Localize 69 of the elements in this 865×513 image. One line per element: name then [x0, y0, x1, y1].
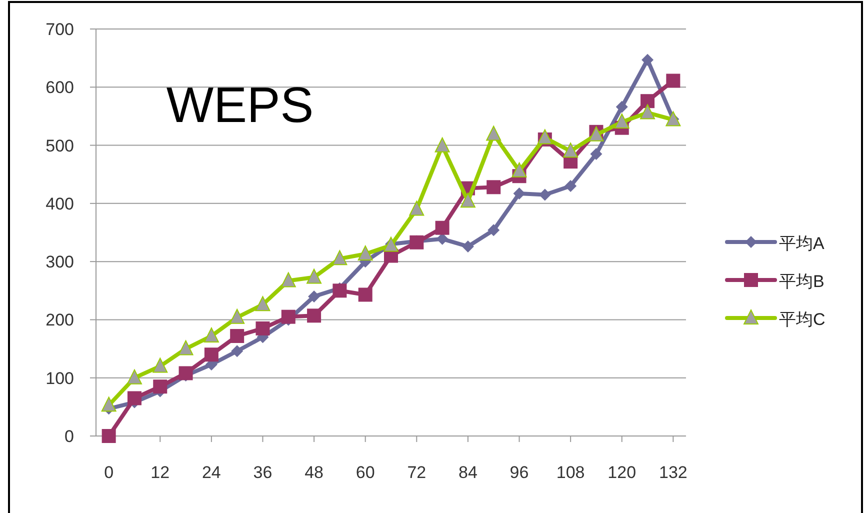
- y-tick-label: 200: [46, 310, 74, 330]
- x-tick-label: 72: [407, 463, 426, 482]
- point: [460, 192, 476, 208]
- x-tick-label: 0: [104, 463, 114, 482]
- point: [332, 250, 348, 266]
- y-tick-label: 600: [46, 78, 74, 98]
- y-tick-label: 400: [46, 194, 74, 214]
- point: [126, 369, 142, 384]
- point: [358, 288, 372, 302]
- y-tick-label: 500: [46, 136, 74, 156]
- point: [280, 272, 296, 288]
- point: [306, 268, 322, 284]
- point: [231, 345, 244, 358]
- point: [281, 310, 296, 324]
- x-tick-label: 96: [510, 463, 529, 482]
- point: [435, 220, 450, 235]
- point: [486, 180, 501, 194]
- point: [308, 290, 320, 302]
- point: [153, 380, 168, 394]
- point: [563, 142, 578, 158]
- x-tick-label: 60: [356, 463, 375, 482]
- point: [127, 391, 142, 406]
- point: [204, 348, 218, 362]
- point: [178, 340, 194, 356]
- point: [537, 129, 552, 144]
- x-tick-label: 108: [556, 463, 585, 482]
- x-tick-label: 48: [304, 463, 324, 482]
- point: [640, 104, 656, 120]
- point: [255, 296, 270, 312]
- point: [256, 321, 270, 336]
- y-tick-label: 300: [46, 252, 74, 272]
- point: [462, 240, 474, 252]
- x-tick-label: 36: [253, 463, 272, 482]
- point: [513, 188, 526, 200]
- x-tick-label: 84: [458, 463, 478, 482]
- point: [640, 94, 655, 108]
- point: [512, 162, 527, 178]
- point: [358, 246, 373, 261]
- point: [642, 54, 654, 66]
- point: [434, 137, 450, 152]
- x-tick-label: 24: [202, 463, 221, 482]
- point: [101, 396, 116, 412]
- legend-label: 平均B: [779, 272, 824, 291]
- point: [564, 180, 577, 192]
- point: [590, 148, 602, 160]
- legend-label: 平均A: [779, 234, 825, 253]
- point: [307, 308, 322, 323]
- point: [178, 366, 193, 380]
- x-tick-label: 120: [608, 463, 636, 482]
- point: [409, 200, 424, 216]
- point: [204, 327, 219, 342]
- point: [230, 328, 244, 343]
- y-tick-label: 100: [46, 368, 74, 388]
- y-tick-label: 700: [46, 20, 74, 39]
- legend-label: 平均C: [779, 310, 826, 329]
- point: [588, 126, 604, 142]
- point: [152, 358, 168, 373]
- point: [616, 100, 628, 113]
- point: [666, 74, 680, 88]
- text: WEPS: [166, 77, 314, 133]
- point: [488, 224, 500, 236]
- x-tick-label: 132: [658, 463, 688, 482]
- x-tick-label: 12: [150, 463, 170, 482]
- y-tick-label: 0: [64, 427, 74, 446]
- point: [102, 429, 116, 443]
- point: [332, 284, 347, 298]
- point: [230, 308, 245, 324]
- point: [614, 114, 630, 129]
- point: [486, 126, 502, 141]
